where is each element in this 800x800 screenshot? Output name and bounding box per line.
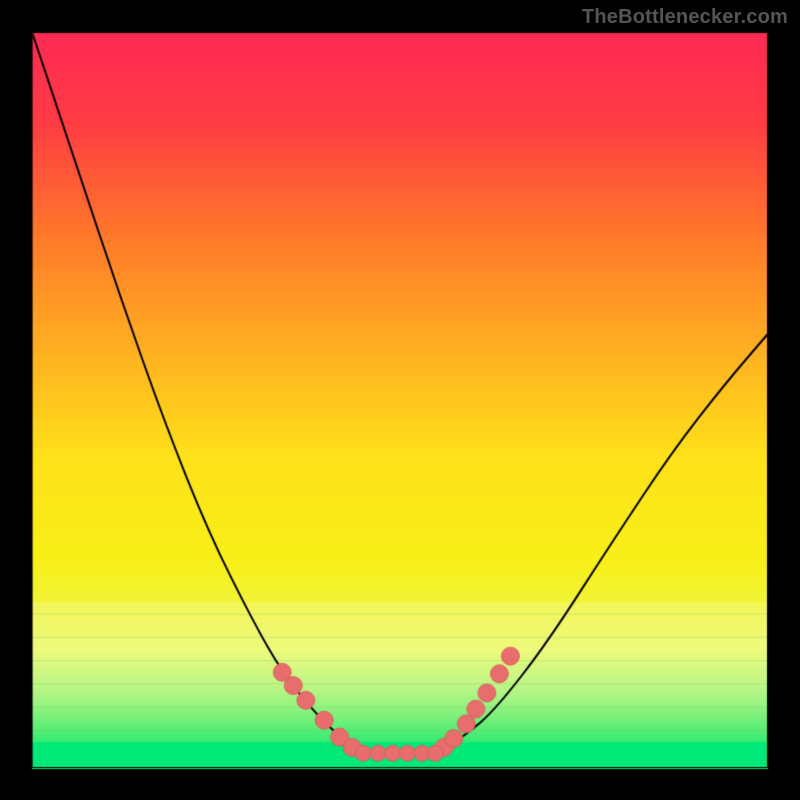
bottleneck-chart-canvas [0, 0, 800, 800]
watermark-text: TheBottlenecker.com [582, 6, 788, 29]
chart-container: TheBottlenecker.com [0, 0, 800, 800]
